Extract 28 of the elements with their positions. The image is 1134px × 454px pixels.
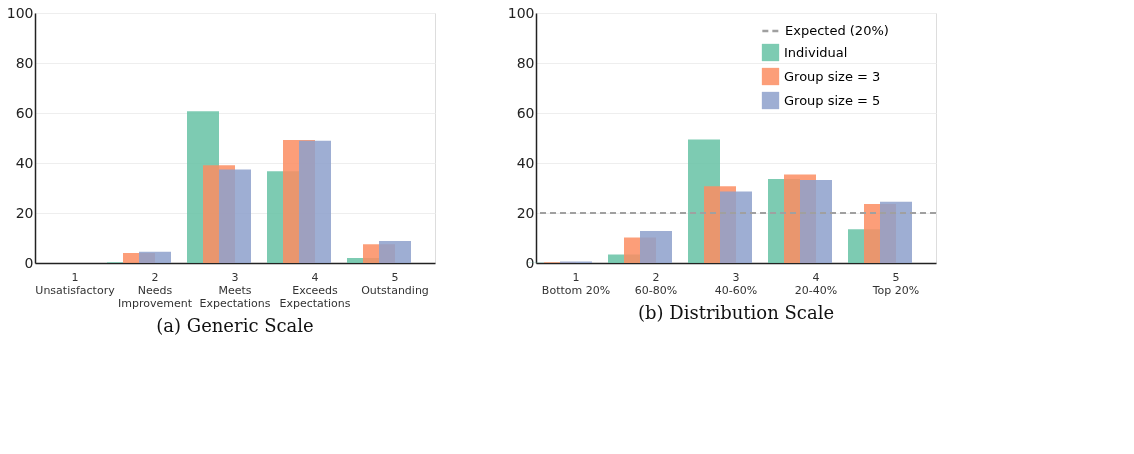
y-tick-label: 80 [15,54,34,71]
x-tick-label: 2 Needs Improvement [118,270,193,310]
y-tick-label: 100 [6,4,34,21]
legend-label: Group size = 5 [784,92,881,108]
y-tick-label: 0 [24,254,34,271]
x-tick-label: 5 Outstanding [361,270,429,297]
y-tick-label: 60 [15,104,34,121]
legend-label: Individual [784,44,848,60]
y-tick-label: 100 [507,4,535,21]
legend-label: Expected (20%) [785,23,889,38]
x-tick-label: 3 Meets Expectations [199,270,271,310]
x-tick-label: 1 Bottom 20% [541,270,611,297]
x-tick-label: 5 Top 20% [871,270,920,297]
y-tick-label: 20 [516,204,535,221]
y-tick-label: 20 [15,204,34,221]
text: (a) Generic Scale [156,315,314,336]
x-tick-label: 3 40-60% [714,270,758,297]
y-tick-label: 60 [516,104,535,121]
x-tick-label: 4 20-40% [794,270,838,297]
x-tick-label: 2 60-80% [634,270,678,297]
y-tick-label: 0 [525,254,535,271]
y-tick-label: 80 [516,54,535,71]
x-tick-label: 1 Unsatisfactory [35,270,116,297]
legend-label: Group size = 3 [784,68,881,84]
y-tick-label: 40 [15,154,34,171]
x-tick-label: 4 Exceeds Expectations [279,270,351,310]
y-tick-label: 40 [516,154,535,171]
text: (b) Distribution Scale [637,302,835,323]
